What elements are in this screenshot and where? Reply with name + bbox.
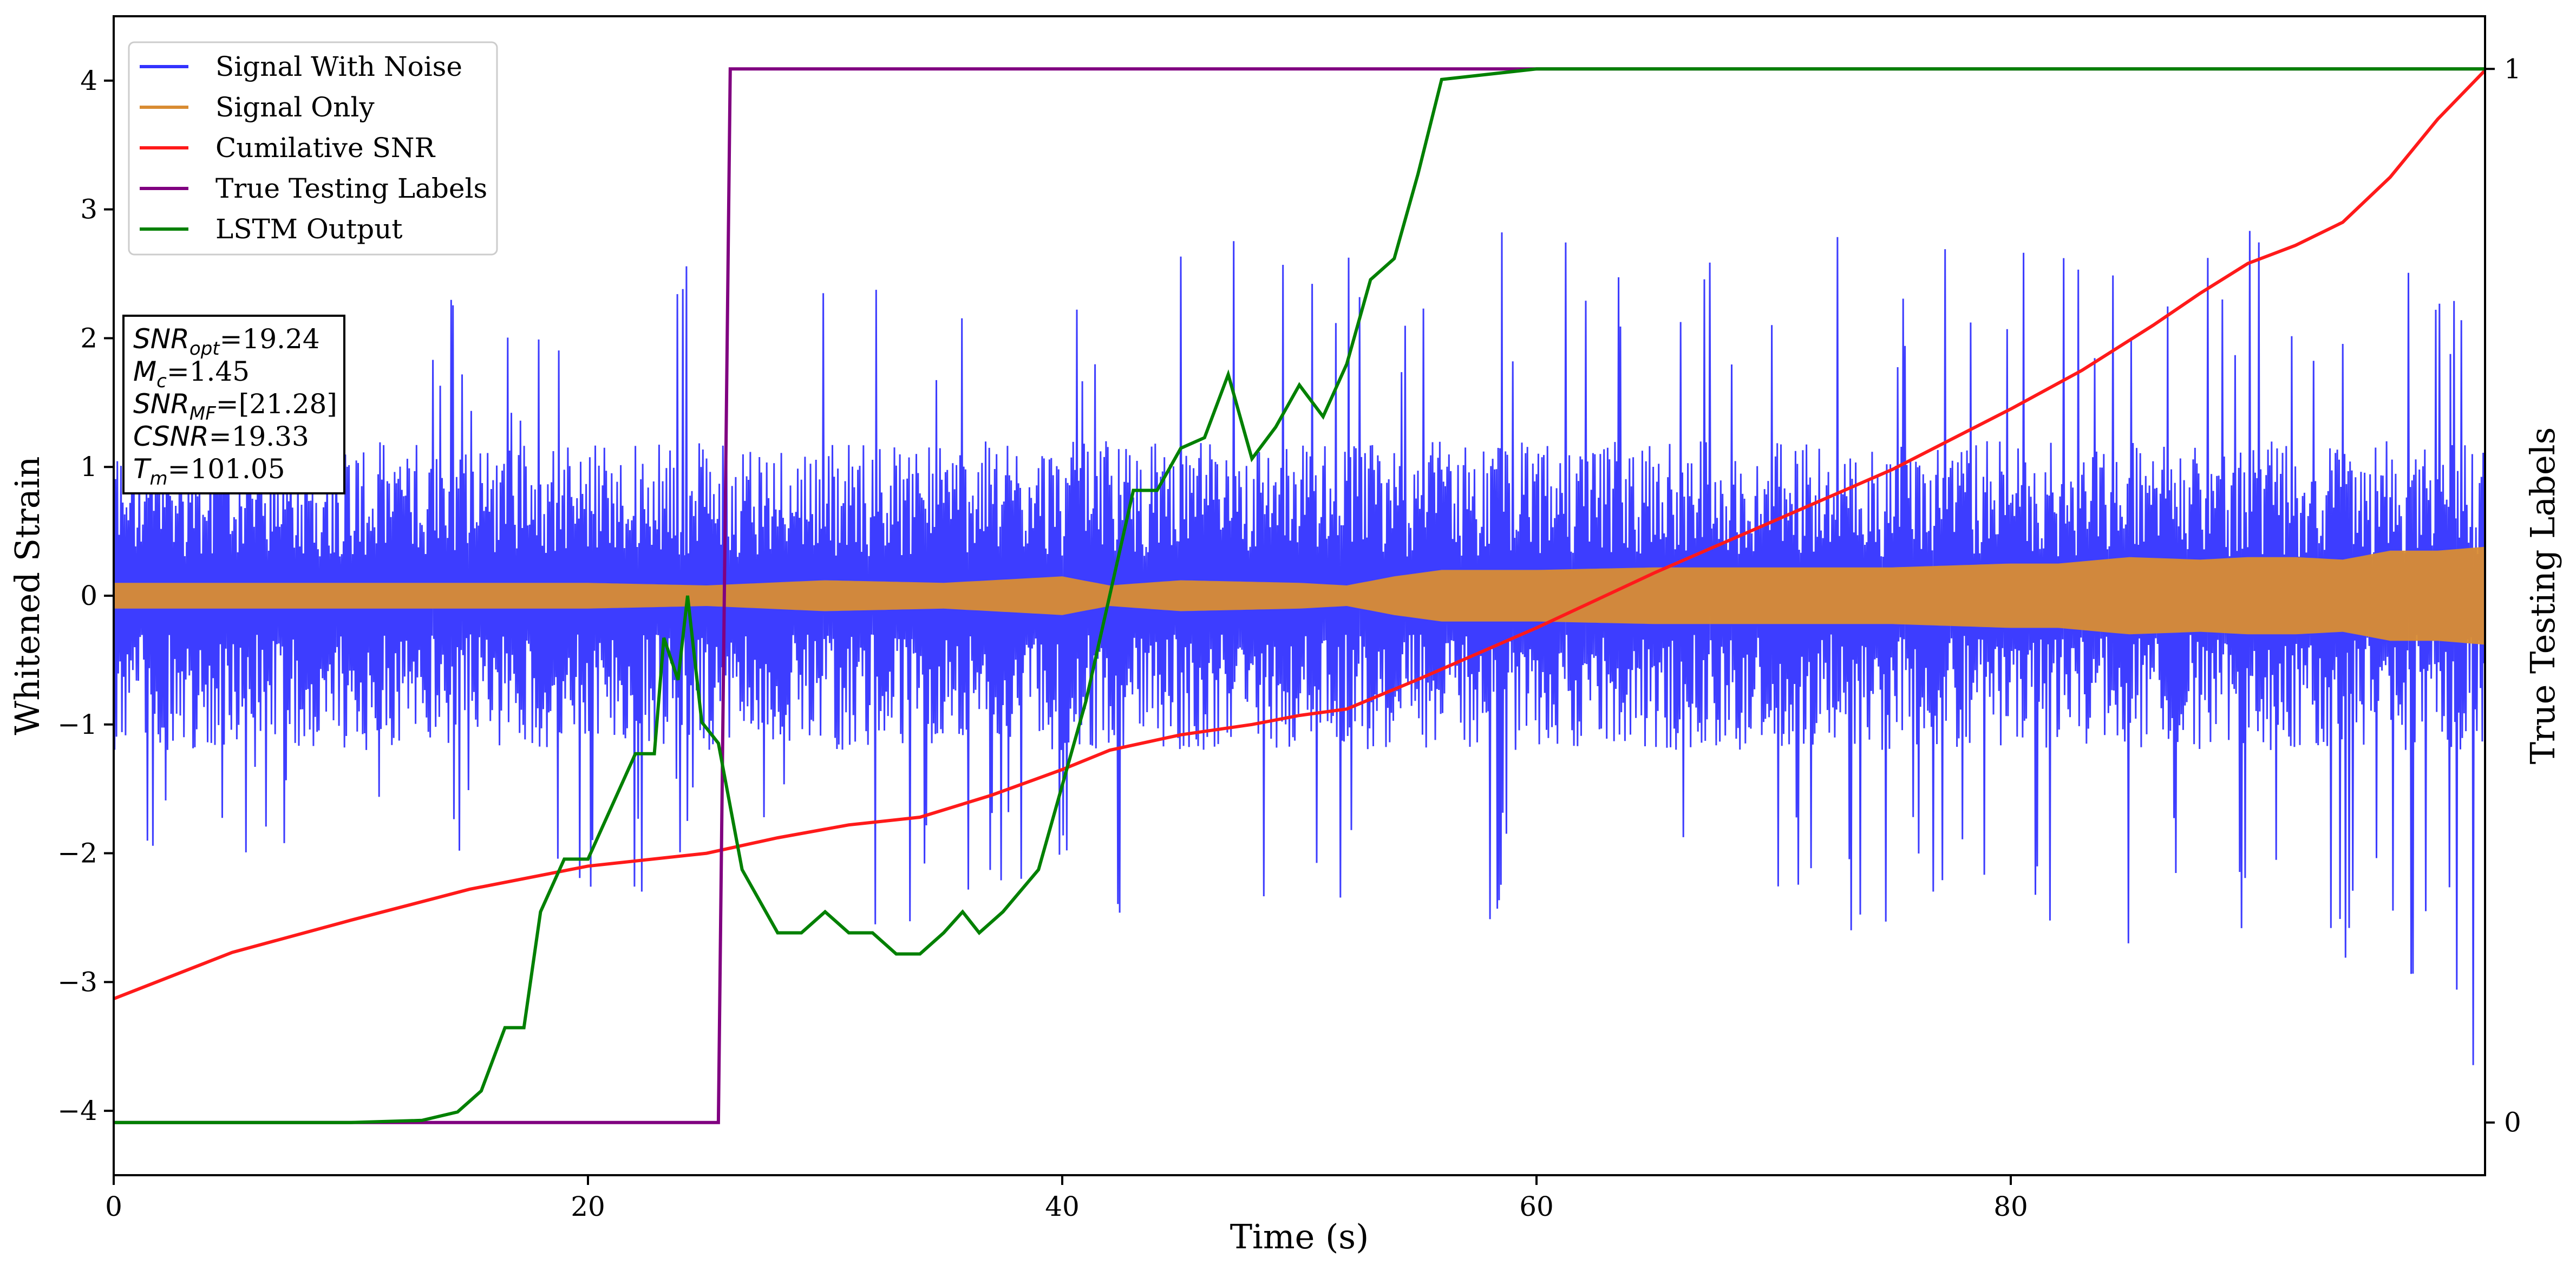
series-signal-only [114, 546, 2485, 645]
annotation-symbol: SNR [133, 323, 189, 355]
y2-tick-label: 0 [2504, 1107, 2521, 1138]
annotation-value: =19.33 [209, 421, 309, 452]
x-tick-label: 40 [1045, 1191, 1080, 1222]
y2-axis-label: True Testing Labels [2523, 427, 2562, 765]
annotation-value: =101.05 [168, 453, 285, 485]
legend-entry: Cumilative SNR [215, 132, 435, 164]
y-tick-label: 3 [80, 194, 97, 225]
annotation-value: =19.24 [220, 323, 320, 355]
annotation-symbol: CSNR [133, 421, 209, 452]
annotation-line: CSNR=19.33 [133, 421, 309, 452]
y-tick-label: 4 [80, 65, 97, 96]
annotation-value: =[21.28] [216, 388, 337, 420]
legend: Signal With Noise Signal Only Cumilative S… [128, 41, 498, 256]
plot-area [114, 67, 2485, 1124]
x-tick-label: 20 [571, 1191, 605, 1222]
y-tick-label: −2 [57, 838, 97, 869]
series-cumilative-snr [114, 69, 2485, 1000]
y-tick-label: 0 [80, 580, 97, 611]
y-tick-label: 2 [80, 322, 97, 354]
x-tick-label: 80 [1993, 1191, 2028, 1222]
annotation-line: Tm=101.05 [133, 453, 285, 490]
annotation-box: SNRopt=19.24Mc=1.45SNRMF=[21.28]CSNR=19.… [122, 315, 345, 494]
annotation-subscript: opt [189, 338, 220, 360]
legend-entry: True Testing Labels [215, 173, 487, 204]
x-tick-label: 60 [1519, 1191, 1554, 1222]
legend-entry: Signal Only [215, 92, 375, 123]
annotation-symbol: SNR [133, 388, 189, 420]
y-tick-label: 1 [80, 451, 97, 483]
series-signal-with-noise [114, 231, 2485, 1065]
annotation-subscript: m [150, 468, 168, 490]
annotation-line: Mc=1.45 [133, 356, 250, 392]
y-tick-label: −4 [57, 1095, 97, 1126]
annotation-symbol: T [133, 453, 152, 485]
legend-entry: LSTM Output [215, 213, 402, 245]
plot-layer [114, 67, 2485, 1124]
x-tick-label: 0 [105, 1191, 122, 1222]
legend-entry: Signal With Noise [215, 51, 462, 82]
annotation-subscript: MF [189, 403, 216, 425]
annotation-line: SNRopt=19.24 [133, 323, 320, 360]
y-axis-label: Whitened Strain [8, 457, 47, 735]
annotation-line: SNRMF=[21.28] [133, 388, 337, 425]
annotation-symbol: M [133, 356, 156, 387]
annotation-value: =1.45 [167, 356, 250, 387]
y-tick-label: −3 [57, 966, 97, 998]
annotation-subscript: c [156, 370, 167, 392]
legend-box [128, 41, 498, 256]
x-axis-label: Time (s) [1230, 1217, 1369, 1256]
y-tick-label: −1 [57, 709, 97, 740]
y2-tick-label: 1 [2504, 53, 2521, 84]
series-lstm-output [114, 67, 2485, 1124]
annotation-frame [122, 315, 345, 494]
